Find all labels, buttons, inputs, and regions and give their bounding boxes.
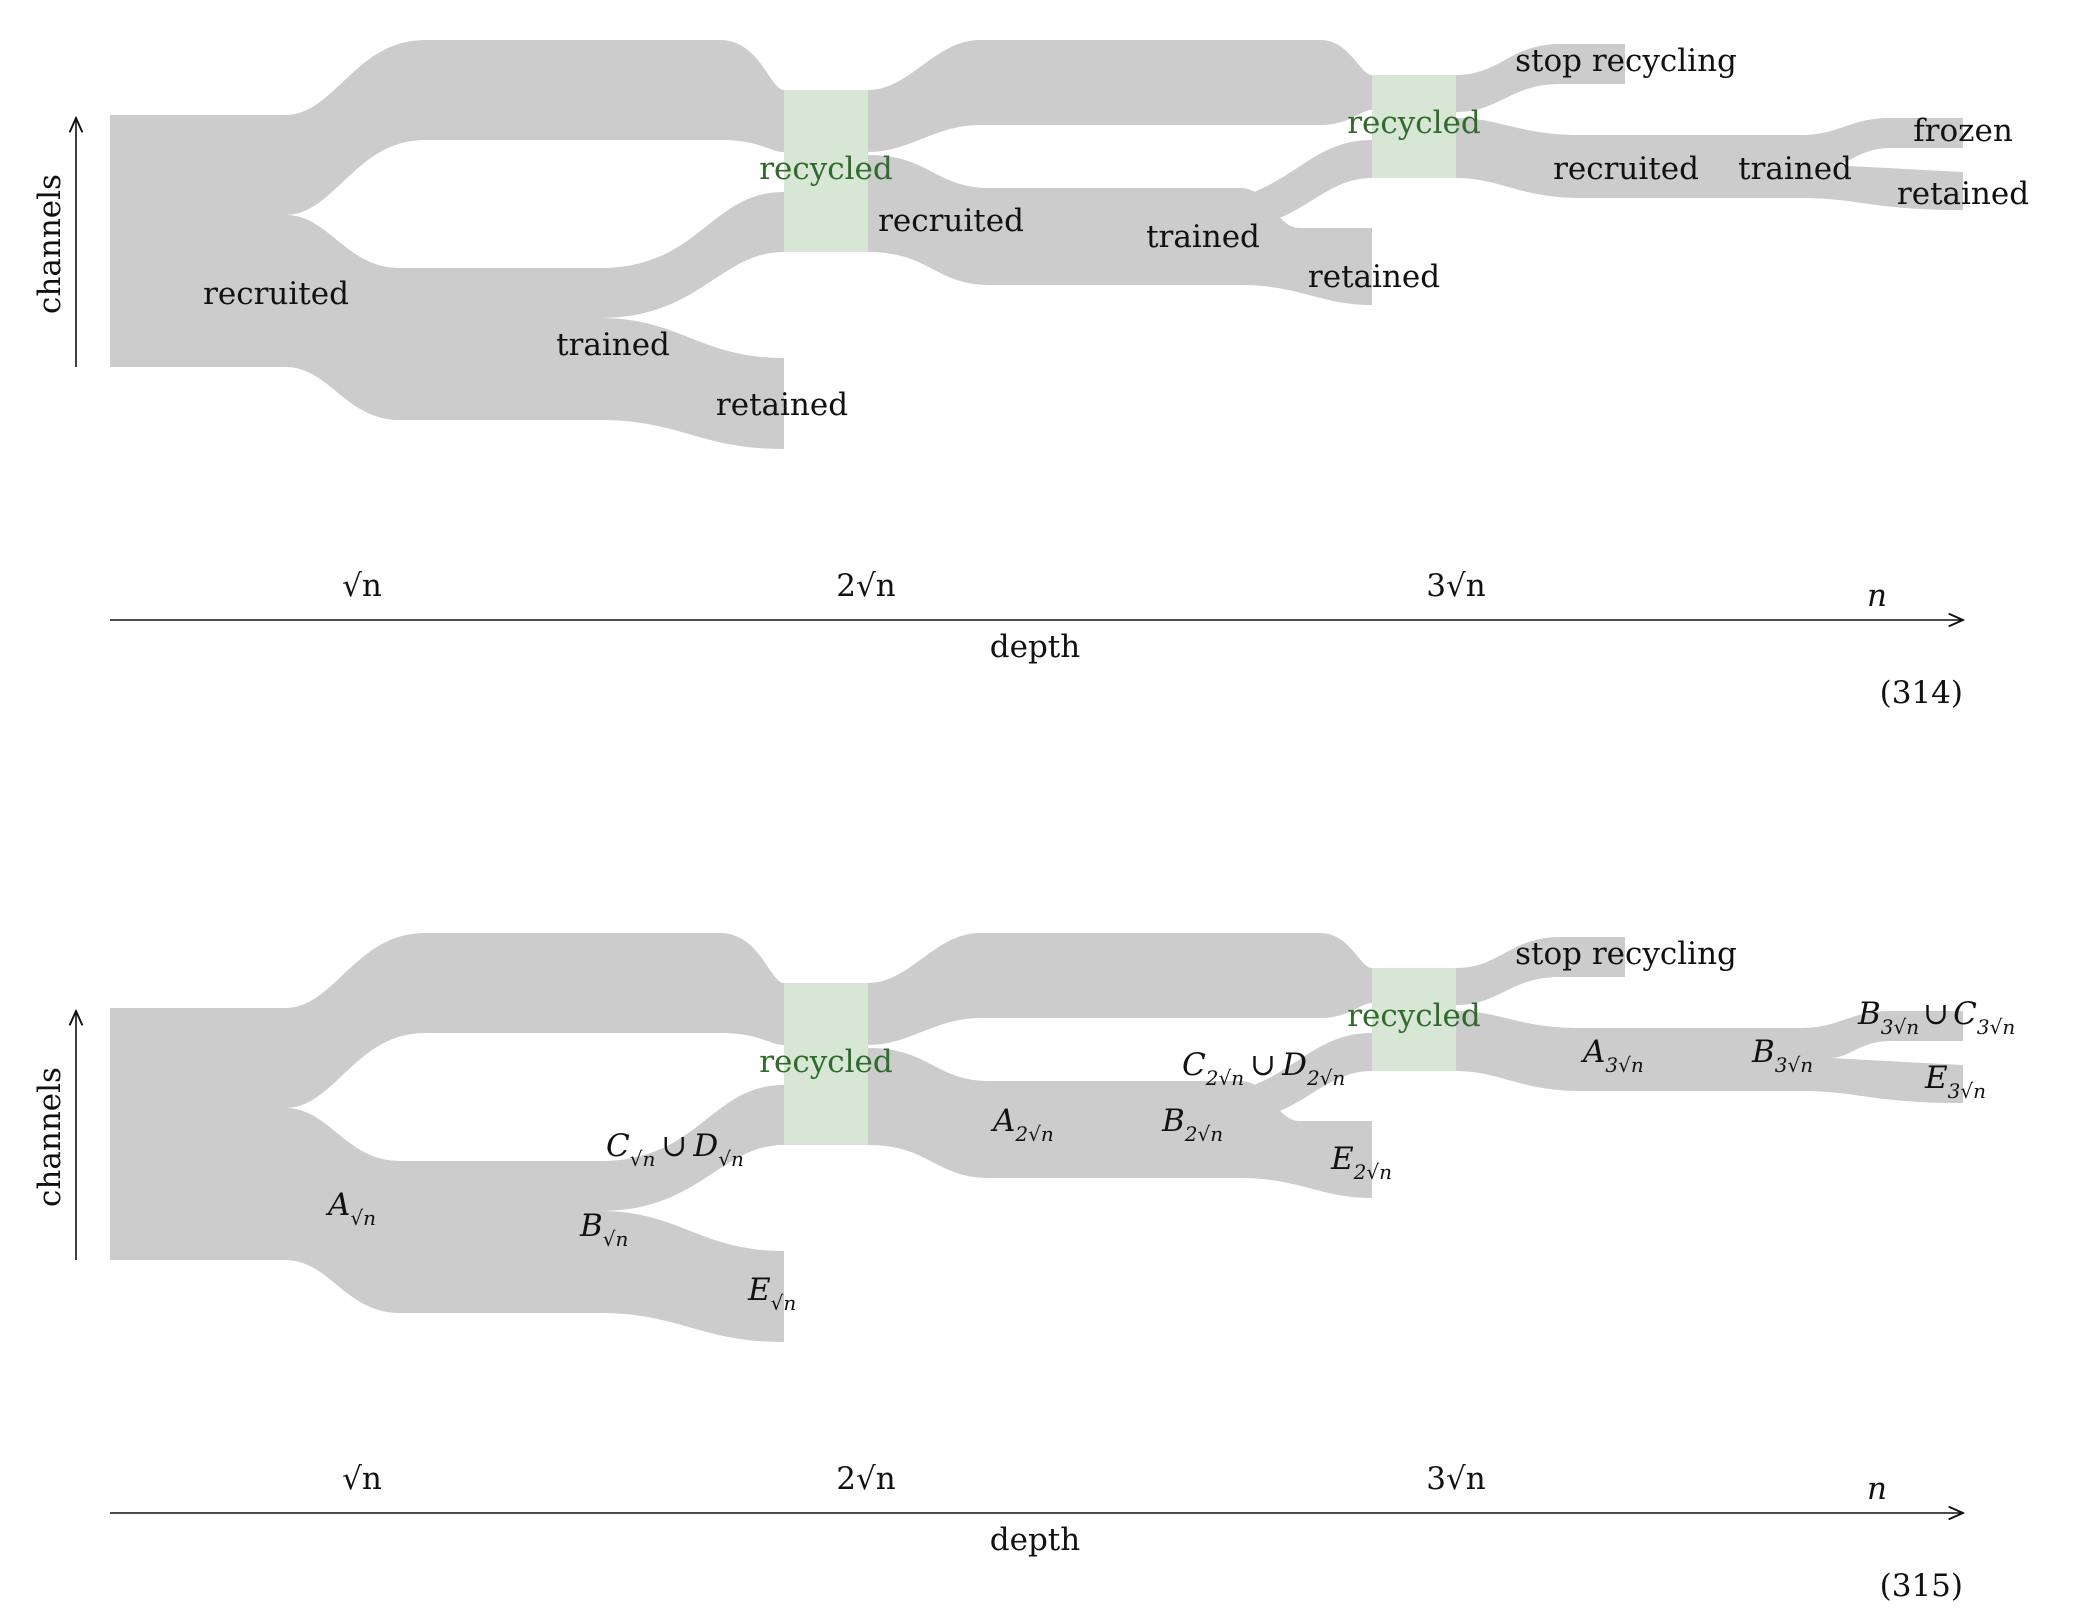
flow-ribbons — [110, 40, 1963, 449]
diagram-315: channels depth √n 2√n 3√n n recycled rec… — [32, 933, 2015, 1604]
label-recycled-2: recycled — [1347, 998, 1481, 1034]
label-retained-3: retained — [1897, 176, 2029, 212]
label-B-union-C-3-sqrt-n: B3√n ∪ C3√n — [1857, 996, 2015, 1039]
x-axis-label: depth — [990, 629, 1080, 665]
label-retained-1: retained — [716, 387, 848, 423]
label-B-3-sqrt-n: B3√n — [1751, 1034, 1813, 1077]
label-recruited-1: recruited — [203, 276, 349, 312]
tick-3-sqrt-n: 3√n — [1426, 1461, 1485, 1497]
label-C-union-D-sqrt-n: C√n ∪ D√n — [606, 1128, 744, 1171]
label-A-3-sqrt-n: A3√n — [1580, 1034, 1644, 1077]
label-A-sqrt-n: A√n — [325, 1187, 376, 1230]
label-trained-3: trained — [1738, 151, 1852, 187]
label-recruited-3: recruited — [1553, 151, 1699, 187]
label-recycled-1: recycled — [759, 151, 893, 187]
y-axis-label: channels — [32, 1067, 68, 1207]
tick-n: n — [1867, 1471, 1887, 1507]
label-stop-recycling: stop recycling — [1515, 936, 1737, 972]
label-recruited-2: recruited — [878, 203, 1024, 239]
tick-2-sqrt-n: 2√n — [836, 568, 895, 604]
diagram-314: channels depth √n 2√n 3√n n recruited tr… — [32, 40, 2029, 711]
label-retained-2: retained — [1308, 259, 1440, 295]
tick-3-sqrt-n: 3√n — [1426, 568, 1485, 604]
tick-sqrt-n: √n — [342, 568, 382, 604]
label-trained-2: trained — [1146, 219, 1260, 255]
tick-2-sqrt-n: 2√n — [836, 1461, 895, 1497]
label-frozen: frozen — [1913, 113, 2013, 149]
label-stop-recycling: stop recycling — [1515, 43, 1737, 79]
tick-sqrt-n: √n — [342, 1461, 382, 1497]
label-B-sqrt-n: B√n — [579, 1208, 628, 1251]
label-recycled-2: recycled — [1347, 105, 1481, 141]
label-recycled-1: recycled — [759, 1044, 893, 1080]
x-axis-label: depth — [990, 1522, 1080, 1558]
label-E-3-sqrt-n: E3√n — [1924, 1060, 1986, 1103]
equation-number: (315) — [1880, 1568, 1963, 1604]
label-B-2-sqrt-n: B2√n — [1161, 1103, 1223, 1146]
label-A-2-sqrt-n: A2√n — [990, 1103, 1054, 1146]
label-trained-1: trained — [556, 327, 670, 363]
label-E-2-sqrt-n: E2√n — [1330, 1141, 1392, 1184]
tick-n: n — [1867, 578, 1887, 614]
equation-number: (314) — [1880, 675, 1963, 711]
y-axis-label: channels — [32, 174, 68, 314]
label-E-sqrt-n: E√n — [747, 1272, 796, 1315]
label-C-union-D-2-sqrt-n: C2√n ∪ D2√n — [1182, 1047, 1345, 1090]
